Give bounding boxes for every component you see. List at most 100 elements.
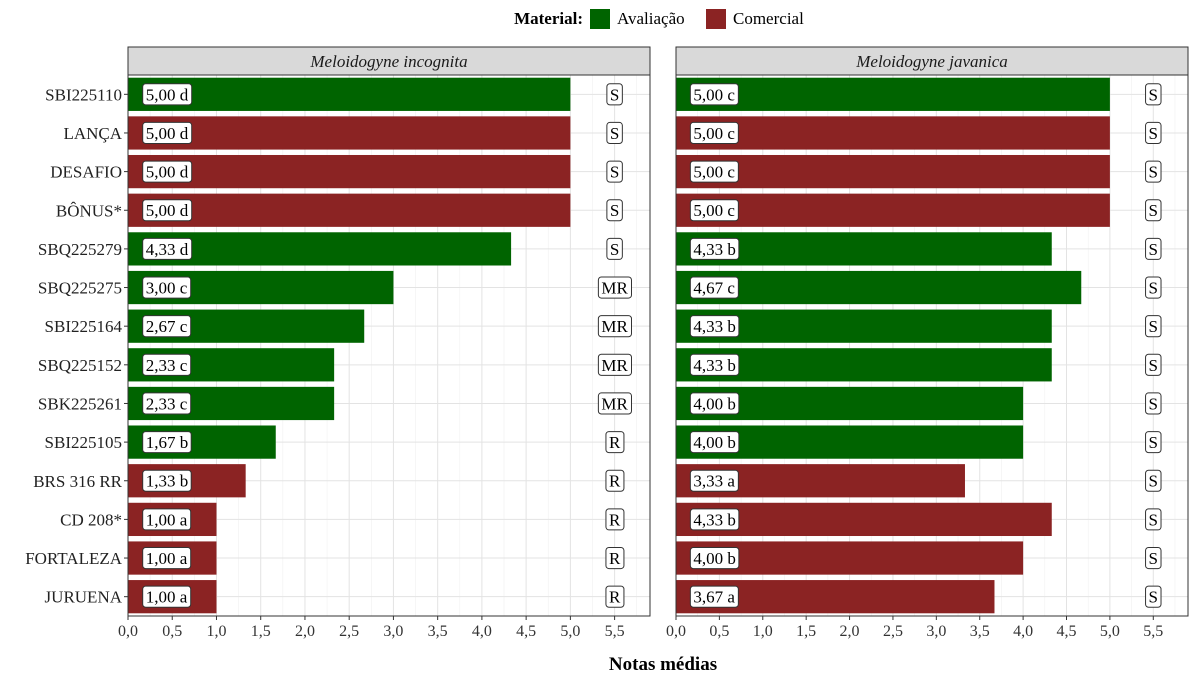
class-label: S <box>1145 276 1162 299</box>
y-tick-label: SBQ225279 <box>38 240 122 259</box>
value-label-box <box>142 121 193 145</box>
bar-lan-a <box>676 116 1110 150</box>
class-label: S <box>1145 353 1162 376</box>
value-label: 3,33 a <box>689 469 739 492</box>
value-label-text: 5,00 d <box>146 163 189 182</box>
value-label: 1,00 a <box>142 585 192 608</box>
value-label-text: 3,00 c <box>146 278 188 297</box>
class-label-box <box>605 431 625 454</box>
y-tick-label: SBI225164 <box>45 317 123 336</box>
value-label-box <box>689 121 739 145</box>
class-label-text: S <box>1149 317 1158 336</box>
class-label-text: S <box>610 201 619 220</box>
value-label: 3,67 a <box>689 585 739 608</box>
value-label: 5,00 d <box>142 121 193 145</box>
y-tick-label: CD 208* <box>60 510 122 529</box>
bar-b-nus- <box>676 193 1110 227</box>
bar-b-nus- <box>128 193 571 227</box>
value-label-text: 1,00 a <box>146 588 188 607</box>
class-label-text: S <box>610 163 619 182</box>
value-label-box <box>142 353 192 376</box>
class-label-box <box>1145 199 1162 222</box>
x-tick-label: 2,5 <box>339 623 359 640</box>
class-label-box <box>597 353 632 376</box>
value-label-text: 1,67 b <box>146 433 189 452</box>
value-label-box <box>689 508 740 531</box>
value-label-box <box>689 469 739 492</box>
value-label-box <box>142 431 192 454</box>
class-label-box <box>606 237 623 260</box>
class-label-box <box>597 392 632 415</box>
class-label-text: S <box>1149 394 1158 413</box>
y-tick-label: FORTALEZA <box>25 549 123 568</box>
value-label: 2,33 c <box>142 392 192 415</box>
class-label-text: S <box>1149 278 1158 297</box>
value-label: 4,67 c <box>689 276 739 299</box>
legend-label-comercial: Comercial <box>733 9 804 28</box>
class-label-text: MR <box>601 317 628 336</box>
bar-sbi225110 <box>676 77 1110 111</box>
class-label-text: S <box>1149 240 1158 259</box>
class-label-text: R <box>609 472 621 491</box>
panel-1: 5,00 d S 5,00 d S 5,00 d S 5,00 d S 4,33 d S 3,00 … <box>25 46 651 640</box>
value-label-box <box>689 199 739 222</box>
x-tick-label: 5,5 <box>1143 623 1163 640</box>
value-label-box <box>142 276 192 299</box>
x-tick-label: 4,0 <box>1013 623 1033 640</box>
class-label-box <box>1145 508 1162 531</box>
class-label: S <box>606 83 623 106</box>
class-label-box <box>1145 353 1162 376</box>
value-label-box <box>689 546 740 570</box>
class-label-text: S <box>610 240 619 259</box>
class-label: S <box>1145 431 1162 454</box>
class-label-text: S <box>1149 472 1158 491</box>
value-label: 5,00 c <box>689 83 739 106</box>
class-label-text: MR <box>601 356 628 375</box>
value-label: 5,00 c <box>689 199 739 222</box>
value-label-text: 4,33 b <box>693 356 736 375</box>
class-label-text: MR <box>601 278 628 297</box>
value-label-text: 2,33 c <box>146 394 188 413</box>
class-label-text: R <box>609 510 621 529</box>
value-label-text: 4,33 b <box>693 317 736 336</box>
value-label-text: 5,00 c <box>693 124 735 143</box>
class-label: S <box>606 160 623 183</box>
y-tick-label: BÔNUS* <box>56 201 122 220</box>
value-label-text: 4,00 b <box>693 549 736 568</box>
value-label-text: 5,00 c <box>693 163 735 182</box>
class-label-text: S <box>1149 201 1158 220</box>
value-label: 5,00 d <box>142 160 193 183</box>
value-label: 4,33 b <box>689 237 740 260</box>
class-label-box <box>597 276 632 299</box>
y-tick-label: SBK225261 <box>38 394 122 413</box>
value-label-text: 3,33 a <box>693 472 735 491</box>
class-label-box <box>597 315 632 338</box>
value-label: 3,00 c <box>142 276 192 299</box>
y-tick-label: SBI225110 <box>45 85 122 104</box>
class-label-text: S <box>1149 510 1158 529</box>
class-label-text: S <box>1149 124 1158 143</box>
legend-swatch-comercial <box>706 9 726 29</box>
value-label-box <box>142 392 192 415</box>
class-label: MR <box>597 315 632 338</box>
value-label: 4,00 b <box>689 546 740 570</box>
class-label-text: R <box>609 588 621 607</box>
class-label-text: S <box>1149 433 1158 452</box>
class-label-box <box>606 121 623 145</box>
bar-lan-a <box>128 116 571 150</box>
class-label-box <box>605 508 625 531</box>
y-tick-label: BRS 316 RR <box>33 472 122 491</box>
x-tick-label: 1,0 <box>753 623 773 640</box>
class-label: R <box>605 508 625 531</box>
value-label-text: 5,00 d <box>146 85 189 104</box>
value-label-text: 5,00 d <box>146 201 189 220</box>
class-label-text: MR <box>601 394 628 413</box>
class-label-box <box>1145 83 1162 106</box>
class-label: S <box>606 199 623 222</box>
value-label-text: 4,33 d <box>146 240 189 259</box>
class-label: S <box>1145 585 1162 608</box>
x-tick-label: 3,5 <box>428 623 448 640</box>
y-tick-label: DESAFIO <box>50 163 122 182</box>
value-label: 1,00 a <box>142 508 192 531</box>
value-label-box <box>689 431 740 454</box>
